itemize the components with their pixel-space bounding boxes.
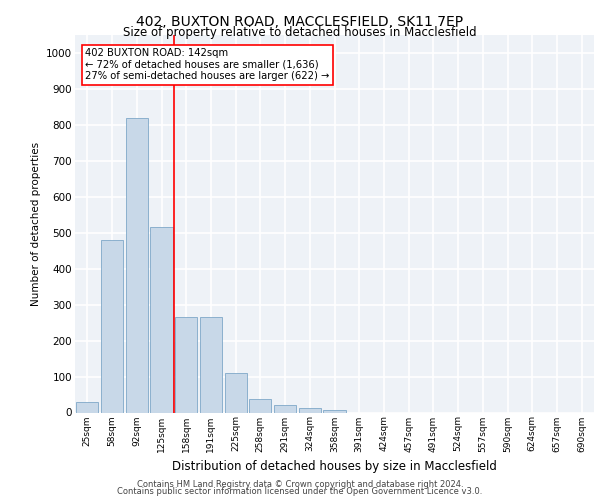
Bar [125, 118, 148, 412]
Bar [200, 317, 222, 412]
Bar [175, 317, 197, 412]
Bar [151, 228, 173, 412]
X-axis label: Distribution of detached houses by size in Macclesfield: Distribution of detached houses by size … [172, 460, 497, 473]
Bar [224, 373, 247, 412]
Bar [274, 406, 296, 412]
Bar [101, 240, 123, 412]
Bar [76, 402, 98, 412]
Text: 402, BUXTON ROAD, MACCLESFIELD, SK11 7EP: 402, BUXTON ROAD, MACCLESFIELD, SK11 7EP [136, 15, 464, 29]
Bar [249, 399, 271, 412]
Y-axis label: Number of detached properties: Number of detached properties [31, 142, 41, 306]
Bar [323, 410, 346, 412]
Text: Contains HM Land Registry data © Crown copyright and database right 2024.: Contains HM Land Registry data © Crown c… [137, 480, 463, 489]
Text: Size of property relative to detached houses in Macclesfield: Size of property relative to detached ho… [123, 26, 477, 39]
Text: 402 BUXTON ROAD: 142sqm
← 72% of detached houses are smaller (1,636)
27% of semi: 402 BUXTON ROAD: 142sqm ← 72% of detache… [85, 48, 330, 82]
Text: Contains public sector information licensed under the Open Government Licence v3: Contains public sector information licen… [118, 487, 482, 496]
Bar [299, 408, 321, 412]
